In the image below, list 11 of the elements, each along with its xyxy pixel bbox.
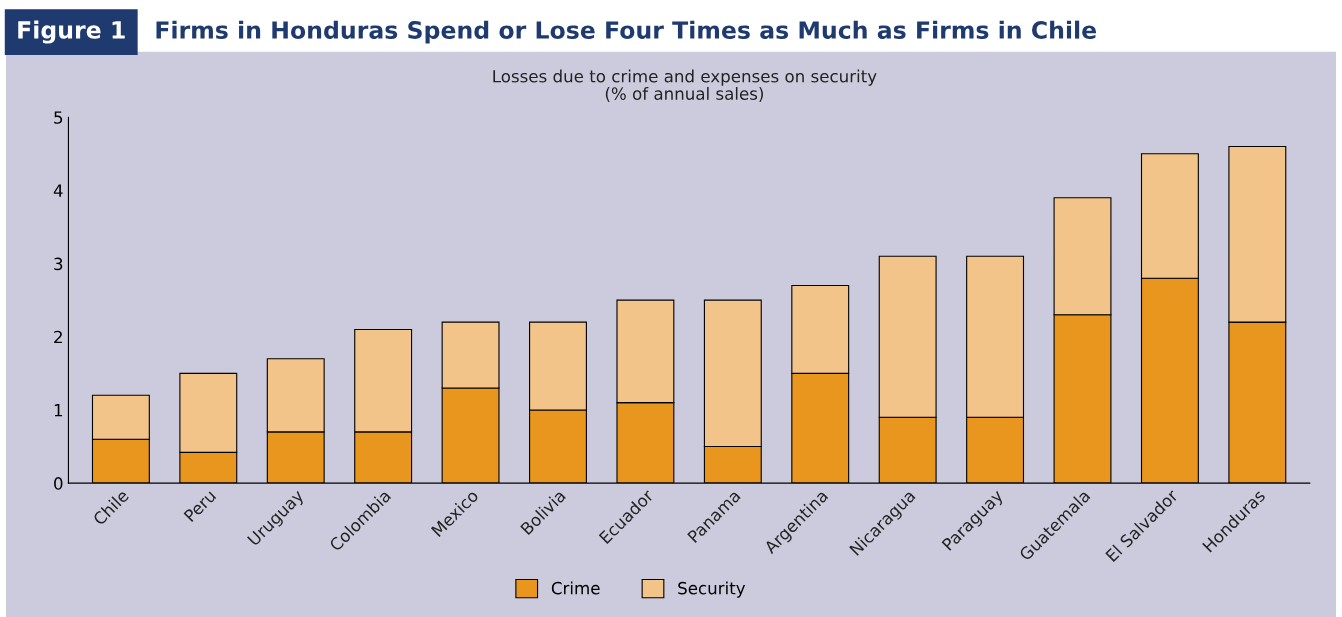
y-tick-label: 1 [54, 404, 63, 417]
y-tick-label: 2 [54, 330, 62, 344]
legend-label: Security [678, 581, 746, 598]
chart-title: Firms in Honduras Spend or Lose Four Times as Much as Firms in Chile [156, 20, 1097, 44]
caption: Figure 1 [18, 20, 125, 44]
chart-subtitle: Losses due to crime and expenses on security (% of annual sales) [493, 69, 877, 102]
y-tick-label: 3 [54, 257, 63, 271]
legend-label: Crime [551, 581, 600, 595]
y-tick-label: 5 [54, 111, 63, 124]
y-tick-label: 0 [54, 477, 63, 490]
y-tick-label: 4 [53, 184, 63, 197]
